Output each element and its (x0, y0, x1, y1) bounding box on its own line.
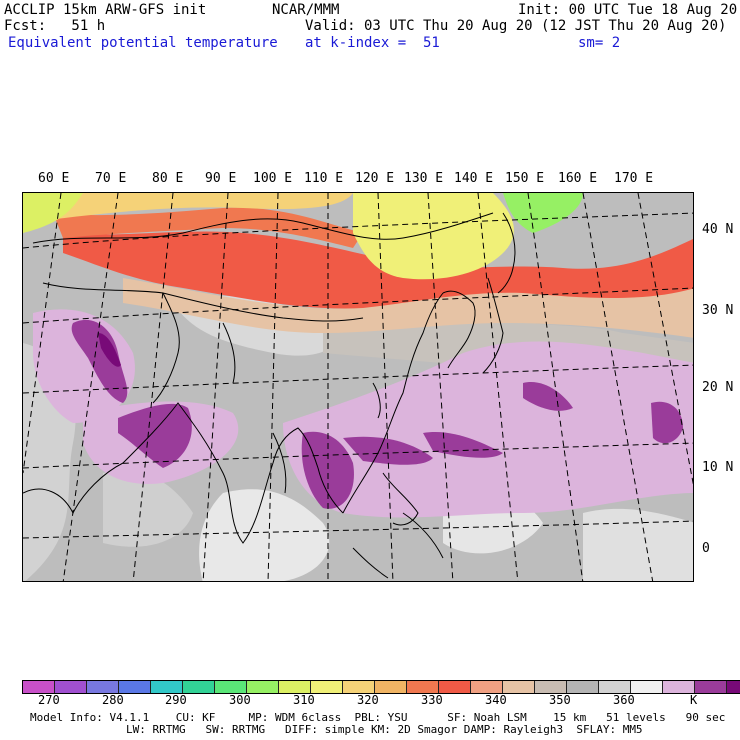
model-info-line2: LW: RRTMG SW: RRTMG DIFF: simple KM: 2D … (126, 723, 643, 736)
orange-band (53, 207, 363, 248)
yellow-strip (23, 193, 353, 223)
lon-label-160e: 160 E (558, 171, 598, 186)
map-plot-area (22, 192, 694, 582)
colorbar-swatch (727, 681, 740, 693)
darkest-purple-core (98, 333, 121, 367)
lat-label-20n: 20 N (702, 380, 734, 395)
colorbar-label-330: 330 (421, 693, 443, 707)
colorbar-swatch (279, 681, 311, 693)
colorbar-swatch (631, 681, 663, 693)
lat-label-30n: 30 N (702, 303, 734, 318)
lon-label-110e: 110 E (304, 171, 344, 186)
colorbar-swatch (55, 681, 87, 693)
lon-label-150e: 150 E (505, 171, 545, 186)
institution-label: NCAR/MMM (272, 2, 340, 18)
colorbar-label-280: 280 (102, 693, 124, 707)
lat-label-equator: 0 (702, 541, 710, 556)
lon-label-70e: 70 E (95, 171, 127, 186)
colorbar-swatch (407, 681, 439, 693)
colorbar-label-340: 340 (485, 693, 507, 707)
forecast-hour: Fcst: 51 h (4, 18, 106, 34)
colorbar-swatch (471, 681, 503, 693)
colorbar-swatch (663, 681, 695, 693)
coastlines-and-borders (23, 212, 516, 579)
lon-label-140e: 140 E (454, 171, 494, 186)
field-name: Equivalent potential temperature (8, 35, 278, 51)
lon-label-100e: 100 E (253, 171, 293, 186)
dark-purple-regions (71, 319, 683, 509)
colorbar-swatch (599, 681, 631, 693)
lon-label-170e: 170 E (614, 171, 654, 186)
lat-label-10n: 10 N (702, 460, 734, 475)
colorbar-swatch (247, 681, 279, 693)
yellow-green-corner (23, 193, 83, 233)
colorbar-swatch (695, 681, 727, 693)
init-time: Init: 00 UTC Tue 18 Aug 20 (518, 2, 738, 18)
model-title: ACCLIP 15km ARW-GFS init (4, 2, 207, 18)
lon-label-120e: 120 E (355, 171, 395, 186)
lon-label-90e: 90 E (205, 171, 237, 186)
colorbar-label-290: 290 (165, 693, 187, 707)
colorbar-swatch (311, 681, 343, 693)
lon-label-80e: 80 E (152, 171, 184, 186)
colorbar-swatch (535, 681, 567, 693)
lon-label-60e: 60 E (38, 171, 70, 186)
lat-label-40n: 40 N (702, 222, 734, 237)
colorbar-label-270: 270 (38, 693, 60, 707)
colorbar-label-320: 320 (357, 693, 379, 707)
colorbar-label-300: 300 (229, 693, 251, 707)
theta-e-field-map (23, 193, 693, 581)
vertical-level: at k-index = 51 (305, 35, 440, 51)
colorbar-swatch (503, 681, 535, 693)
colorbar-swatch (23, 681, 55, 693)
red-band (63, 231, 693, 309)
colorbar-label-350: 350 (549, 693, 571, 707)
colorbar-swatch (215, 681, 247, 693)
colorbar-swatch (87, 681, 119, 693)
colorbar-label-310: 310 (293, 693, 315, 707)
colorbar-swatch (151, 681, 183, 693)
yellow-region (353, 193, 514, 280)
colorbar-swatch (439, 681, 471, 693)
colorbar (22, 680, 740, 694)
smoothing-label: sm= 2 (578, 35, 621, 51)
model-info-line1: Model Info: V4.1.1 CU: KF MP: WDM 6class… (30, 711, 726, 724)
colorbar-unit: K (690, 693, 698, 707)
colorbar-label-360: 360 (613, 693, 635, 707)
graticule-lines (23, 193, 693, 581)
colorbar-swatch (183, 681, 215, 693)
colorbar-swatch (343, 681, 375, 693)
colorbar-swatch (567, 681, 599, 693)
lon-label-130e: 130 E (404, 171, 444, 186)
colorbar-swatch (119, 681, 151, 693)
colorbar-swatch (375, 681, 407, 693)
valid-time: Valid: 03 UTC Thu 20 Aug 20 (12 JST Thu … (305, 18, 727, 34)
green-patch (503, 193, 583, 233)
